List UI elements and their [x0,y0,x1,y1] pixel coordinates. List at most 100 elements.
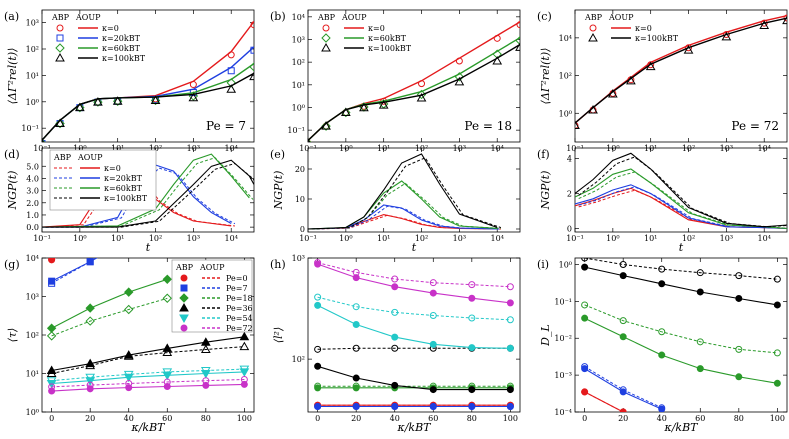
data-point [391,283,399,291]
x-tick-label: 10² [682,234,695,243]
axes-c: 10⁻¹ 10⁰ 10¹ 10² 10³ 10⁴10⁰10²10⁴(c)⟨ΔΓ²rel(t… [537,9,788,153]
series-line [42,153,250,228]
legend-label: Pe=36 [226,304,253,313]
y-tick-label: 10³ [292,254,305,263]
x-tick-label: 10¹ [111,234,124,243]
series-line [584,266,778,306]
y-tick-label: 10⁻¹ [287,126,305,135]
x-tick-label: 60 [428,414,438,423]
pe-annotation: Pe = 7 [206,119,246,133]
x-tick-label: 10⁰ [339,234,352,243]
data-point [575,121,579,129]
y-tick-label: 10³ [26,19,39,28]
series-line [575,15,787,124]
x-tick-label: 20 [85,414,95,423]
plot-frame [41,9,255,143]
data-point [321,121,331,131]
y-axis-label: ⟨ΔΓ²rel(t)⟩ [6,48,19,105]
x-axis-label: κ/kBT [396,421,432,434]
data-point [46,377,57,386]
legend-header-aoup: AOUP [341,13,367,22]
data-point [515,35,520,46]
data-point [239,331,250,341]
y-tick-label: 10² [26,331,39,340]
data-point [454,76,465,86]
legend-marker [180,324,188,332]
panel-label: (b) [270,10,286,23]
y-tick-label: 10¹ [292,81,305,90]
data-point [515,42,520,51]
data-point [506,316,514,324]
data-point [735,373,743,381]
data-point [582,225,588,231]
x-axis-label: t [146,241,151,254]
data-point [48,277,56,285]
legend-label: κ=0 [104,164,121,173]
series-line [575,152,787,228]
x-tick-label: 10⁴ [758,234,771,243]
data-point [516,21,520,29]
series-line-dashed [584,391,624,412]
legend-label: κ=100kBT [102,54,146,63]
legend-marker [55,52,65,62]
data-point [493,34,501,42]
x-tick-label: 10² [415,234,428,243]
data-point [696,288,704,296]
y-axis-label: ⟨τ⟩ [6,328,19,343]
data-point [391,333,399,341]
data-point [506,283,514,291]
series-line-dashed [317,262,511,288]
y-tick-label: 10⁰ [292,103,305,112]
data-point [774,250,780,256]
data-point [46,368,57,377]
series-line-dashed [578,186,787,229]
x-tick-label: 10⁴ [225,234,238,243]
data-point [619,260,627,268]
legend-label: κ=60kBT [368,34,407,43]
y-tick-label: 10² [26,45,39,54]
legend-marker [180,284,188,292]
data-point [736,241,742,247]
y-tick-label: 10² [292,355,305,364]
plot-frame [307,9,521,143]
x-tick-label: 80 [467,414,477,423]
data-point [162,293,172,303]
data-point [150,95,161,104]
data-point [468,281,476,289]
data-point [352,303,360,311]
data-point [659,226,665,232]
plot-frame [574,147,788,233]
data-point [658,351,666,359]
legend-label: Pe=18 [226,294,253,303]
data-point [391,403,399,411]
y-axis-label: ⟨l²⟩ [272,327,285,344]
data-point [773,349,781,357]
data-point [721,31,732,41]
data-point [314,301,322,309]
data-point [150,95,161,106]
series-line [308,43,520,142]
data-point [86,381,94,389]
y-tick-label: 10³ [292,35,305,44]
data-point [125,379,133,387]
data-point [468,344,476,352]
x-tick-label: 40 [657,414,667,423]
data-point [46,323,57,333]
data-point [468,294,476,302]
series-line-dashed [317,347,511,350]
data-point [162,368,173,377]
data-point [314,382,322,390]
panel-label: (e) [270,148,285,161]
data-point [352,403,360,411]
legend-box [49,149,157,211]
y-tick-label: 0 [567,225,572,234]
panel-label: (g) [4,258,20,271]
data-point [352,344,360,352]
series-line [308,153,498,230]
data-point [162,274,172,284]
x-tick-label: 0 [49,414,54,423]
series-line-dashed [578,156,787,228]
x-tick-label: 40 [124,414,134,423]
